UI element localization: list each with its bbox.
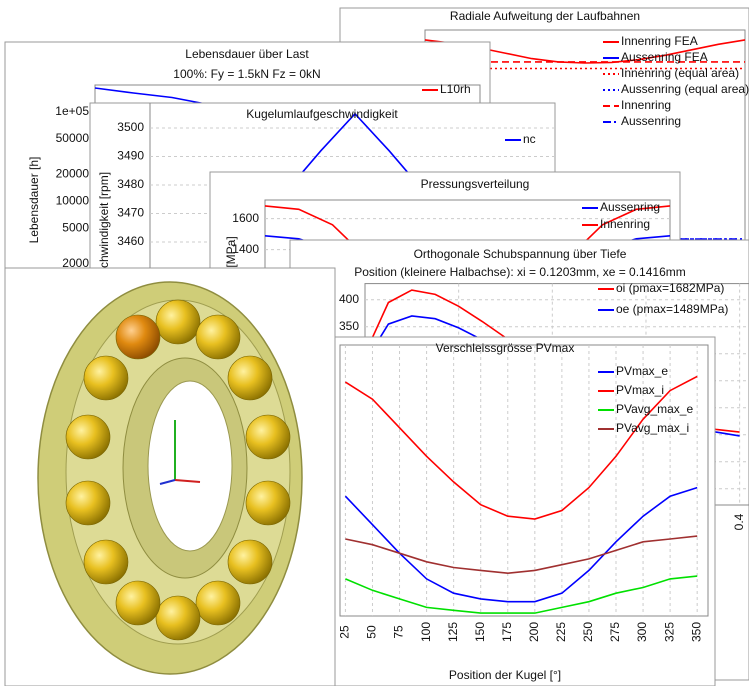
y-tick-label: 2000 xyxy=(62,256,89,270)
axis-x xyxy=(174,479,201,483)
series-line xyxy=(345,575,698,614)
x-tick-label: 150 xyxy=(473,622,487,642)
legend-label: Innenring xyxy=(621,98,671,112)
chart-title: Orthogonale Schubspannung über Tiefe xyxy=(414,247,627,261)
y-tick-label: 20000 xyxy=(56,167,90,181)
chart-title: Pressungsverteilung xyxy=(421,177,530,191)
ball xyxy=(65,414,111,460)
chart-title: Kugelumlaufgeschwindigkeit xyxy=(246,107,398,121)
chart-title: Radiale Aufweitung der Laufbahnen xyxy=(450,9,640,23)
axis-z xyxy=(159,479,176,485)
series-line xyxy=(344,486,698,603)
y-axis-label: Lebensdauer [h] xyxy=(27,157,41,244)
legend-label: oe (pmax=1489MPa) xyxy=(616,302,728,316)
ball xyxy=(115,314,161,360)
y-tick-label: 3480 xyxy=(117,177,144,191)
ball xyxy=(155,595,201,641)
window: 25 50 75 100 125 150 175 200 225 250 275 300 325 350 P… xyxy=(334,336,716,686)
series-line xyxy=(345,535,698,575)
legend-label: PVmax_e xyxy=(616,364,668,378)
y-tick-label: 3470 xyxy=(117,206,144,220)
legend-label: Innenring xyxy=(600,217,650,231)
y-tick-label: 1600 xyxy=(232,211,259,225)
ball xyxy=(115,580,161,626)
legend-label: oi (pmax=1682MPa) xyxy=(616,281,724,295)
y-tick-label: 10000 xyxy=(56,194,90,208)
ball xyxy=(245,480,291,526)
render-window xyxy=(4,267,336,686)
x-axis-label: Position der Kugel [°] xyxy=(449,668,561,682)
plot-area xyxy=(339,344,709,617)
legend-label: Innenring FEA xyxy=(621,34,698,48)
chart-subtitle: 100%: Fy = 1.5kN Fz = 0kN xyxy=(173,67,320,81)
x-tick-label: 300 xyxy=(635,622,649,642)
x-tick-label: 25 xyxy=(338,625,352,639)
legend-label: PVavg_max_e xyxy=(616,402,693,416)
legend-label: nc xyxy=(523,132,536,146)
legend-label: L10rh xyxy=(440,82,471,96)
x-tick-label: 125 xyxy=(446,622,460,642)
legend-label: Aussenring xyxy=(600,200,660,214)
balls xyxy=(65,299,291,641)
y-tick-label: 1400 xyxy=(232,242,259,256)
series-line xyxy=(344,375,698,520)
y-axis-label: [MPa] xyxy=(224,236,238,267)
x-tick-label: 75 xyxy=(392,625,406,639)
chart-subtitle: Position (kleinere Halbachse): xi = 0.12… xyxy=(354,265,686,279)
x-tick-label: 100 xyxy=(419,622,433,642)
legend-label: PVmax_i xyxy=(616,383,664,397)
x-tick-label: 200 xyxy=(527,622,541,642)
x-tick-label: 175 xyxy=(500,622,514,642)
x-tick-label: 50 xyxy=(365,625,379,639)
y-tick-label: 400 xyxy=(339,292,359,306)
ball xyxy=(65,480,111,526)
y-tick-label: 3460 xyxy=(117,234,144,248)
x-tick-label: 250 xyxy=(581,622,595,642)
x-tick-label: 325 xyxy=(662,622,676,642)
y-tick-label: 350 xyxy=(339,319,359,333)
y-tick-label: 3490 xyxy=(117,149,144,163)
ball xyxy=(83,355,129,401)
ball xyxy=(245,414,291,460)
ball xyxy=(227,539,273,585)
x-tick-label: 275 xyxy=(608,622,622,642)
legend-label: Innenring (equal area) xyxy=(621,66,739,80)
window-frame xyxy=(334,336,716,686)
ball xyxy=(195,314,241,360)
ball xyxy=(83,539,129,585)
x-tick-label: 225 xyxy=(554,622,568,642)
x-tick-label: 350 xyxy=(689,622,703,642)
ball xyxy=(227,355,273,401)
legend-label: PVavg_max_i xyxy=(616,421,689,435)
y-tick-label: 50000 xyxy=(56,131,90,145)
y-tick-label: 1e+05 xyxy=(55,104,89,118)
x-tick-label: 0.4 xyxy=(732,513,746,530)
legend-label: Aussenring xyxy=(621,114,681,128)
legend-label: Aussenring FEA xyxy=(621,50,708,64)
ball xyxy=(155,299,201,345)
chart-title: Verschleissgrösse PVmax xyxy=(436,341,575,355)
bore xyxy=(147,380,233,552)
y-tick-label: 5000 xyxy=(62,221,89,235)
chart-title: Lebensdauer über Last xyxy=(185,47,309,61)
legend-label: Aussenring (equal area) xyxy=(621,82,749,96)
ball xyxy=(195,580,241,626)
y-tick-label: 3500 xyxy=(117,120,144,134)
window-content: 25 50 75 100 125 150 175 200 225 250 275 300 325 350 P… xyxy=(338,341,709,682)
